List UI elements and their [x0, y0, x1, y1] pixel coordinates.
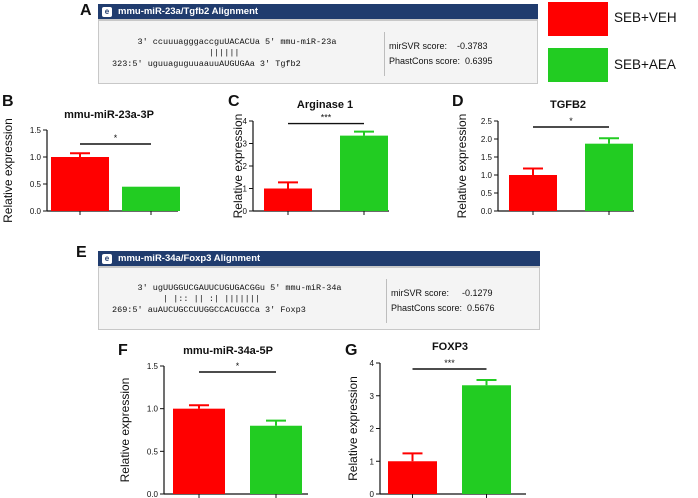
alignment-e-box	[98, 267, 540, 330]
chart-d-ylabel: Relative expression	[455, 114, 469, 219]
chart-f-ytick-label: 0.0	[147, 490, 159, 498]
chart-f-ytick-label: 1.0	[147, 405, 159, 414]
alignment-e-phastcons-label: PhastCons score:	[391, 303, 463, 313]
chart-c-title: Arginase 1	[297, 99, 353, 111]
alignment-e-mirsvr-value: -0.1279	[462, 288, 493, 298]
panel-label-e: E	[76, 244, 87, 261]
alignment-e-phastcons-value: 0.5676	[467, 303, 495, 313]
chart-f-ytick-label: 0.5	[147, 447, 159, 456]
legend-label-seb-aea: SEB+AEA	[614, 57, 676, 72]
chart-f-bar-seb-veh	[173, 408, 225, 494]
panel-label-a: A	[80, 2, 92, 19]
chart-b-title: mmu-miR-23a-3P	[64, 109, 154, 121]
chart-c-ytick-label: 3	[243, 140, 248, 149]
chart-b-ytick-label: 0.5	[30, 180, 42, 189]
chart-g-ytick-label: 0	[370, 490, 375, 498]
alignment-a-box	[98, 20, 538, 84]
chart-c-bar-seb-aea	[340, 135, 388, 211]
panel-label-f: F	[118, 342, 128, 359]
chart-d-ytick-label: 0.0	[481, 207, 493, 216]
chart-f-significance-label: *	[236, 361, 240, 371]
chart-b-ytick-label: 1.5	[30, 126, 42, 135]
chart-g-ylabel: Relative expression	[346, 376, 360, 481]
chart-d-ytick-label: 2.0	[481, 135, 493, 144]
chart-g-significance-label: ***	[444, 358, 455, 368]
alignment-a-title: mmu-miR-23a/Tgfb2 Alignment	[118, 6, 259, 17]
legend-label-seb-veh: SEB+VEH	[614, 10, 677, 25]
alignment-e-mirna-line: 3' ugUUGGUCGAUUCUGUGACGGu 5' mmu-miR-34a	[112, 283, 342, 293]
chart-b-ytick-label: 0.0	[30, 207, 42, 216]
chart-c-ytick-label: 0	[243, 207, 248, 216]
chart-c-ylabel: Relative expression	[231, 114, 245, 219]
alignment-a-title-bar: e mmu-miR-23a/Tgfb2 Alignment	[98, 4, 538, 20]
chart-d-title: TGFB2	[550, 99, 586, 111]
panel-label-c: C	[228, 93, 240, 110]
chart-f-title: mmu-miR-34a-5P	[183, 345, 273, 357]
chart-c-ytick-label: 1	[243, 185, 248, 194]
alignment-e-title-bar: e mmu-miR-34a/Foxp3 Alignment	[98, 251, 540, 267]
chart-d-ytick-label: 2.5	[481, 117, 493, 126]
chart-b-ylabel: Relative expression	[1, 118, 15, 223]
chart-d-bar-seb-veh	[509, 175, 557, 211]
chart-d-bar-seb-aea	[585, 143, 633, 211]
alignment-e-divider	[386, 279, 387, 323]
alignment-a-divider	[384, 32, 385, 76]
alignment-a-phastcons-label: PhastCons score:	[389, 56, 461, 66]
alignment-e-pairing-line: | |:: || :| |||||||	[112, 294, 260, 304]
chart-c-bar-seb-veh	[264, 188, 312, 211]
chart-g-bar-seb-veh	[388, 461, 437, 494]
alignment-a-target-line: 323:5' uguuaguguuaauuAUGUGAa 3' Tgfb2	[112, 59, 301, 69]
alignment-e-title: mmu-miR-34a/Foxp3 Alignment	[118, 253, 261, 264]
chart-b-bar-seb-veh	[51, 157, 109, 211]
microrna-logo-icon: e	[102, 7, 112, 17]
chart-d-ytick-label: 0.5	[481, 189, 493, 198]
alignment-a-pairing-line: ||||||	[112, 48, 240, 58]
microrna-logo-icon: e	[102, 254, 112, 264]
chart-g-ytick-label: 1	[370, 457, 375, 466]
chart-g-title: FOXP3	[432, 341, 468, 353]
alignment-a-mirna-line: 3' ccuuuagggaccguUACACUa 5' mmu-miR-23a	[112, 37, 337, 47]
alignment-a-phastcons-value: 0.6395	[465, 56, 493, 66]
alignment-e-target-line: 269:5' auAUCUGCCUUGGCCACUGCCa 3' Foxp3	[112, 305, 306, 315]
chart-d-ytick-label: 1.5	[481, 153, 493, 162]
chart-b-ytick-label: 1.0	[30, 153, 42, 162]
chart-g-ytick-label: 2	[370, 425, 375, 434]
chart-b-significance-label: *	[114, 133, 118, 143]
chart-c-ytick-label: 2	[243, 162, 248, 171]
chart-f-bar-seb-aea	[250, 425, 302, 494]
chart-f-ylabel: Relative expression	[118, 378, 132, 483]
chart-c-significance-label: ***	[321, 113, 332, 123]
alignment-a-mirsvr-value: -0.3783	[457, 41, 488, 51]
chart-c-ytick-label: 4	[243, 117, 248, 126]
panel-label-g: G	[345, 342, 358, 359]
panel-label-d: D	[452, 93, 464, 110]
chart-d-ytick-label: 1.0	[481, 171, 493, 180]
alignment-e-mirsvr-label: mirSVR score:	[391, 288, 450, 298]
chart-g-ytick-label: 4	[370, 359, 375, 368]
chart-g-ytick-label: 3	[370, 392, 375, 401]
chart-b-bar-seb-aea	[122, 186, 180, 211]
alignment-a-mirsvr-label: mirSVR score:	[389, 41, 448, 51]
chart-d-significance-label: *	[569, 116, 573, 126]
chart-f-ytick-label: 1.5	[147, 362, 159, 371]
chart-g-bar-seb-aea	[462, 385, 511, 494]
panel-label-b: B	[2, 93, 14, 110]
legend-swatch-seb-veh	[548, 2, 608, 36]
legend-swatch-seb-aea	[548, 48, 608, 82]
